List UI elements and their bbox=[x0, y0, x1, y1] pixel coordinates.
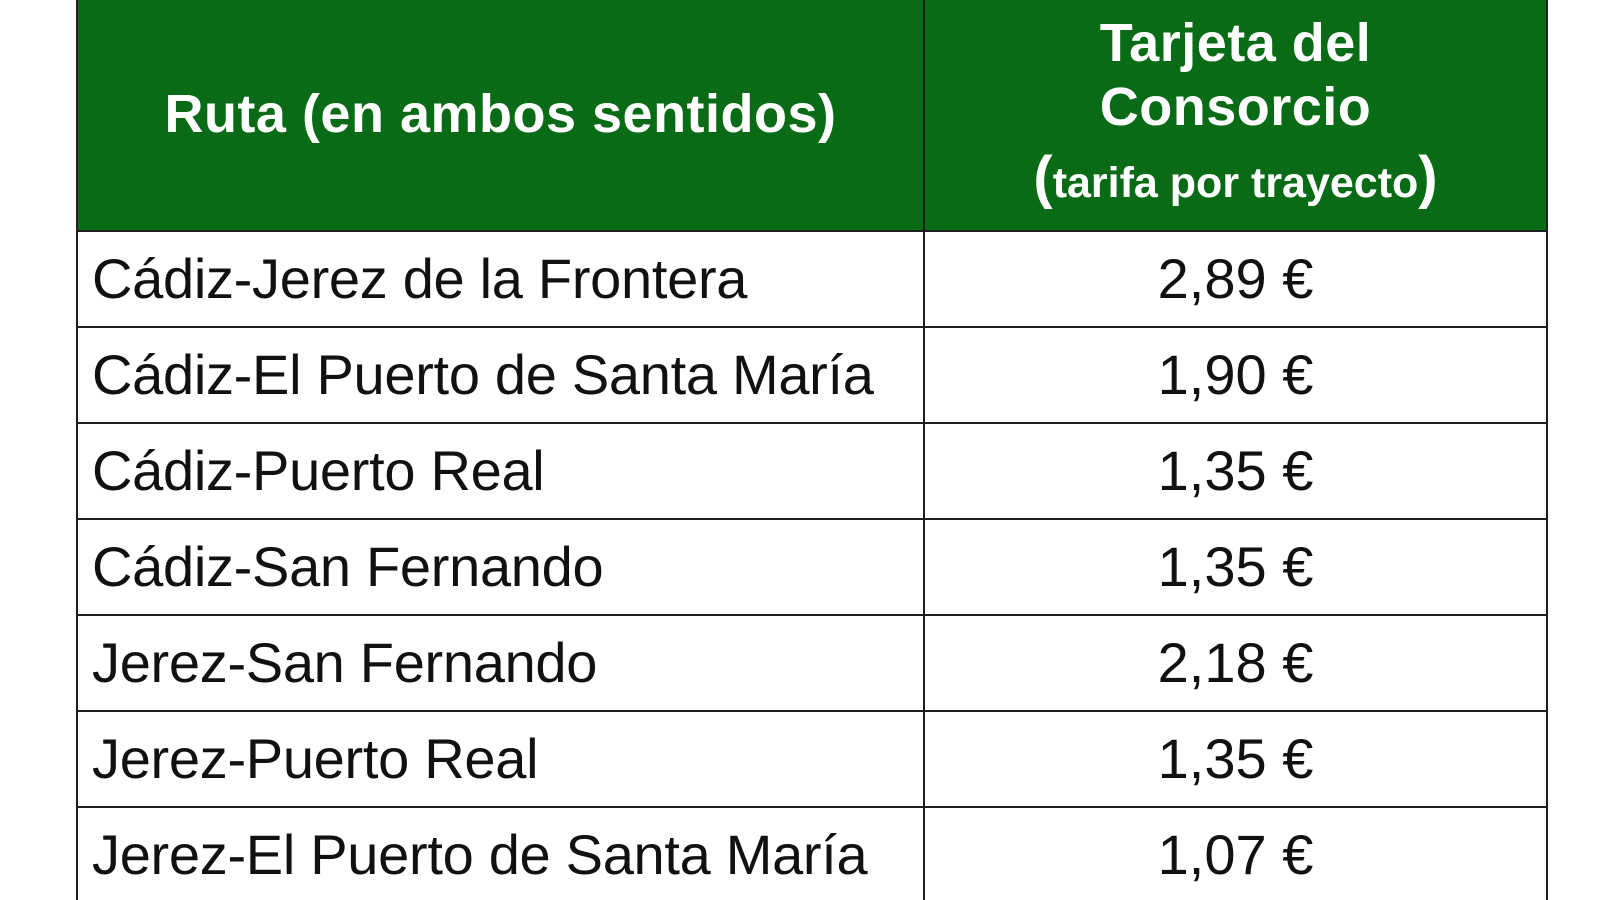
route-cell: Cádiz-Puerto Real bbox=[76, 422, 925, 520]
price-cell: 1,90 € bbox=[923, 326, 1548, 424]
header-price-close-paren: ) bbox=[1418, 144, 1438, 210]
table-row: Cádiz-Puerto Real 1,35 € bbox=[76, 422, 1548, 520]
header-price-line1: Tarjeta del bbox=[1099, 12, 1372, 73]
table-row: Jerez-El Puerto de Santa María 1,07 € bbox=[76, 806, 1548, 900]
table-row: Jerez-San Fernando 2,18 € bbox=[76, 614, 1548, 712]
route-cell: Jerez-San Fernando bbox=[76, 614, 925, 712]
header-price: Tarjeta del Consorcio (tarifa por trayec… bbox=[923, 0, 1548, 232]
header-price-subtitle: (tarifa por trayecto) bbox=[925, 143, 1546, 218]
table-row: Cádiz-El Puerto de Santa María 1,90 € bbox=[76, 326, 1548, 424]
price-cell: 2,18 € bbox=[923, 614, 1548, 712]
header-price-open-paren: ( bbox=[1033, 144, 1053, 210]
fare-table: Ruta (en ambos sentidos) Tarjeta del Con… bbox=[76, 0, 1548, 900]
table-header-row: Ruta (en ambos sentidos) Tarjeta del Con… bbox=[76, 0, 1548, 232]
route-cell: Cádiz-El Puerto de Santa María bbox=[76, 326, 925, 424]
table-row: Jerez-Puerto Real 1,35 € bbox=[76, 710, 1548, 808]
route-cell: Jerez-El Puerto de Santa María bbox=[76, 806, 925, 900]
price-cell: 1,35 € bbox=[923, 422, 1548, 520]
header-route: Ruta (en ambos sentidos) bbox=[76, 0, 925, 232]
price-cell: 1,35 € bbox=[923, 518, 1548, 616]
price-cell: 2,89 € bbox=[923, 230, 1548, 328]
route-cell: Cádiz-Jerez de la Frontera bbox=[76, 230, 925, 328]
route-cell: Jerez-Puerto Real bbox=[76, 710, 925, 808]
header-price-line2: Consorcio bbox=[1099, 76, 1372, 137]
price-cell: 1,35 € bbox=[923, 710, 1548, 808]
price-cell: 1,07 € bbox=[923, 806, 1548, 900]
route-cell: Cádiz-San Fernando bbox=[76, 518, 925, 616]
table-row: Cádiz-Jerez de la Frontera 2,89 € bbox=[76, 230, 1548, 328]
table-row: Cádiz-San Fernando 1,35 € bbox=[76, 518, 1548, 616]
header-price-sub-text: tarifa por trayecto bbox=[1052, 158, 1419, 207]
